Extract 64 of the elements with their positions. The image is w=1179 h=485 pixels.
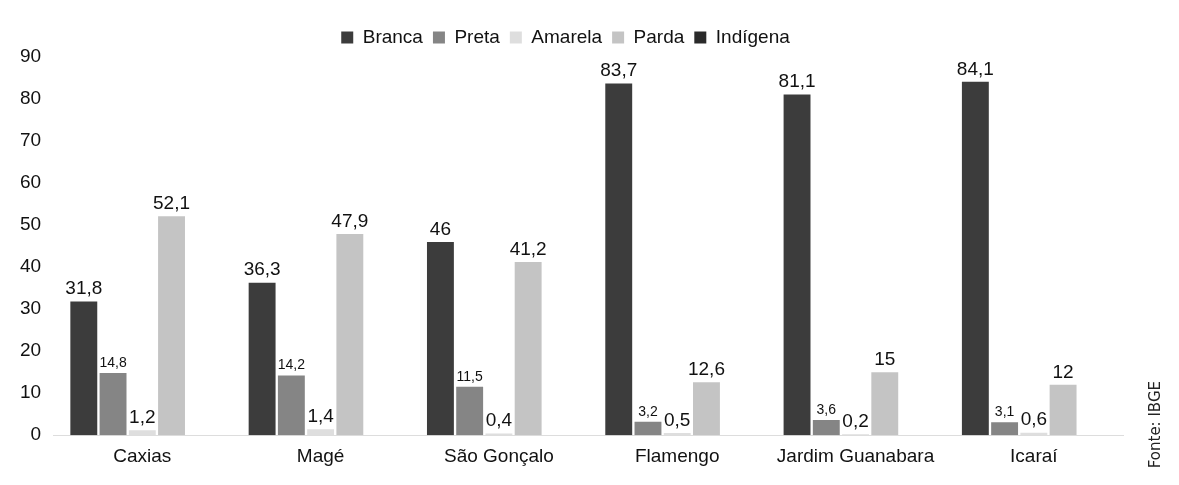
bar [514, 262, 542, 436]
y-tick-label: 70 [19, 129, 42, 151]
bar [426, 241, 454, 436]
y-tick-label: 90 [19, 45, 42, 67]
data-label: 3,6 [816, 400, 837, 417]
bar [991, 422, 1019, 436]
y-tick-label: 20 [19, 339, 42, 361]
y-tick-label: 40 [19, 255, 42, 277]
legend-label: Branca [362, 25, 424, 47]
data-label: 0,5 [664, 408, 691, 430]
data-label: 1,4 [307, 405, 335, 427]
legend-label: Preta [454, 25, 501, 47]
y-tick-label: 50 [19, 213, 42, 235]
x-tick-label: Magé [296, 444, 345, 466]
x-tick-label: Flamengo [634, 444, 720, 466]
bar [336, 233, 364, 436]
x-tick-label: Icaraí [1010, 444, 1059, 466]
bar [277, 375, 305, 436]
data-label: 84,1 [956, 57, 994, 79]
data-label: 12 [1052, 360, 1074, 382]
data-label: 3,2 [638, 402, 658, 419]
legend-label: Amarela [531, 25, 603, 47]
bar [812, 420, 840, 436]
x-tick-label: Caxias [113, 444, 172, 466]
legend-label: Indígena [715, 25, 791, 47]
source-note: Fonte: IBGE [1146, 380, 1164, 468]
data-label: 14,8 [99, 353, 127, 370]
y-tick-label: 0 [30, 423, 42, 445]
bar [693, 382, 720, 436]
data-label: 14,2 [277, 356, 306, 373]
data-label: 1,2 [129, 405, 156, 427]
data-label: 3,1 [994, 403, 1015, 420]
data-label: 81,1 [778, 70, 816, 92]
bar [158, 216, 185, 436]
data-label: 12,6 [687, 357, 725, 379]
data-label: 52,1 [153, 192, 191, 213]
bar [70, 301, 98, 436]
bar [1049, 384, 1077, 436]
data-label: 15 [874, 347, 896, 369]
data-label: 83,7 [600, 59, 638, 81]
data-label: 31,8 [65, 277, 103, 299]
data-label: 0,6 [1020, 408, 1048, 430]
bar [961, 81, 989, 436]
x-tick-label: São Gonçalo [443, 444, 554, 466]
bar [248, 282, 276, 436]
x-tick-label: Jardim Guanabara [776, 444, 935, 466]
y-tick-label: 30 [19, 297, 42, 319]
legend-label: Parda [633, 25, 685, 47]
data-label: 46 [429, 217, 451, 239]
bar [783, 94, 811, 436]
bar [99, 373, 127, 436]
data-label: 41,2 [509, 237, 547, 259]
data-label: 47,9 [331, 209, 369, 231]
data-label: 11,5 [456, 367, 483, 384]
bar [456, 386, 484, 436]
data-label: 0,4 [485, 409, 513, 431]
y-tick-label: 10 [19, 381, 42, 403]
y-tick-label: 60 [19, 171, 42, 193]
bar [871, 372, 899, 436]
y-tick-label: 80 [19, 87, 42, 109]
bar [634, 421, 662, 436]
data-label: 36,3 [243, 258, 281, 280]
bar [605, 83, 633, 436]
data-label: 0,2 [842, 410, 869, 432]
